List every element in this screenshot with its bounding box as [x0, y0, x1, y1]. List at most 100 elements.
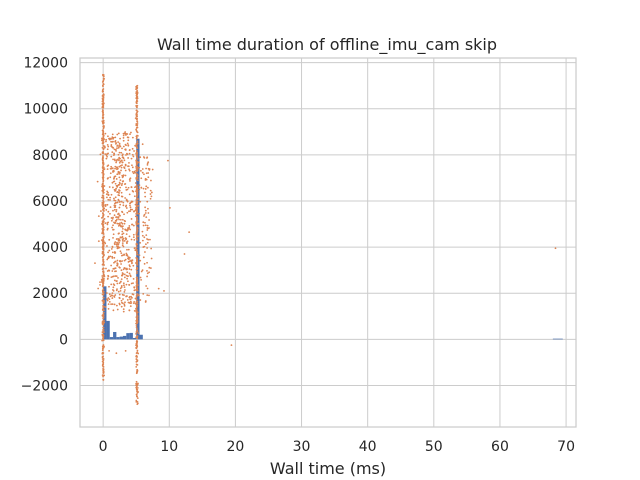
scatter-point [129, 204, 131, 207]
scatter-point [102, 131, 105, 134]
scatter-point [104, 153, 107, 156]
scatter-point [102, 226, 105, 229]
scatter-point [116, 158, 119, 161]
scatter-point [114, 294, 117, 296]
scatter-point [150, 257, 153, 260]
scatter-point [121, 244, 124, 247]
scatter-point [100, 278, 103, 281]
scatter-point [136, 97, 139, 99]
scatter-point [107, 210, 110, 213]
scatter-point [129, 133, 131, 136]
scatter-point [107, 303, 110, 306]
scatter-point [102, 208, 104, 211]
scatter-point [109, 199, 111, 201]
scatter-point [130, 186, 133, 188]
scatter-point [126, 299, 129, 301]
scatter-point [108, 269, 111, 272]
scatter-point [124, 220, 127, 223]
scatter-point [104, 306, 107, 308]
scatter-point [102, 164, 105, 167]
scatter-point [141, 143, 144, 146]
scatter-point [102, 77, 105, 80]
scatter-point [135, 233, 138, 236]
scatter-point [144, 177, 147, 180]
scatter-point [118, 165, 121, 168]
scatter-point [148, 266, 151, 269]
scatter-point [103, 331, 105, 333]
scatter-point [135, 305, 138, 308]
scatter-point [115, 208, 118, 211]
scatter-point [136, 207, 139, 210]
scatter-point [122, 145, 125, 148]
scatter-point [107, 215, 110, 218]
scatter-point [103, 185, 106, 187]
scatter-point [102, 323, 105, 326]
scatter-point [144, 221, 146, 224]
scatter-point [102, 220, 105, 223]
scatter-point [115, 238, 118, 240]
scatter-point [119, 160, 122, 163]
scatter-point [118, 161, 121, 164]
scatter-point [125, 207, 128, 209]
scatter-point [108, 186, 111, 188]
scatter-point [136, 210, 139, 213]
scatter-point [137, 332, 140, 334]
scatter-point [99, 153, 102, 156]
scatter-point [129, 300, 132, 303]
scatter-point [122, 268, 125, 271]
scatter-point [230, 344, 233, 347]
scatter-point [118, 192, 120, 194]
scatter-point [116, 308, 119, 311]
scatter-point [122, 245, 125, 248]
scatter-point [129, 177, 132, 180]
scatter-point [101, 84, 104, 87]
scatter-point [136, 167, 139, 170]
scatter-point [102, 317, 105, 320]
scatter-point [115, 161, 118, 164]
scatter-point [112, 158, 114, 161]
scatter-point [117, 194, 120, 196]
scatter-point [125, 186, 127, 189]
scatter-point [131, 164, 133, 167]
scatter-point [101, 331, 104, 334]
scatter-point [147, 176, 150, 179]
scatter-point [126, 142, 129, 145]
scatter-point [115, 352, 118, 355]
scatter-point [101, 231, 104, 234]
scatter-point [111, 246, 114, 249]
scatter-point [108, 285, 110, 288]
scatter-point [136, 359, 139, 362]
scatter-point [135, 109, 138, 112]
scatter-point [120, 191, 123, 194]
scatter-point [121, 164, 123, 167]
scatter-point [117, 237, 120, 240]
scatter-point [131, 136, 134, 139]
scatter-point [101, 117, 104, 120]
scatter-point [102, 141, 104, 144]
scatter-point [150, 247, 153, 250]
scatter-point [118, 266, 121, 269]
scatter-point [120, 278, 123, 281]
scatter-point [141, 171, 144, 174]
scatter-point [135, 135, 138, 138]
scatter-point [131, 200, 134, 203]
scatter-point [113, 214, 116, 217]
scatter-point [106, 155, 109, 158]
scatter-point [135, 326, 138, 329]
scatter-point [133, 247, 136, 250]
scatter-point [118, 151, 121, 154]
scatter-point [120, 305, 123, 308]
x-tick-label: 70 [557, 439, 575, 455]
scatter-point [131, 223, 134, 226]
scatter-point [116, 184, 119, 187]
scatter-point [102, 197, 105, 200]
scatter-point [102, 135, 105, 138]
scatter-point [102, 127, 105, 130]
scatter-point [149, 267, 152, 269]
scatter-point [126, 152, 128, 155]
scatter-point [129, 228, 132, 231]
scatter-point [123, 183, 126, 186]
scatter-point [107, 221, 110, 224]
scatter-point [114, 196, 117, 199]
scatter-point [107, 251, 109, 254]
